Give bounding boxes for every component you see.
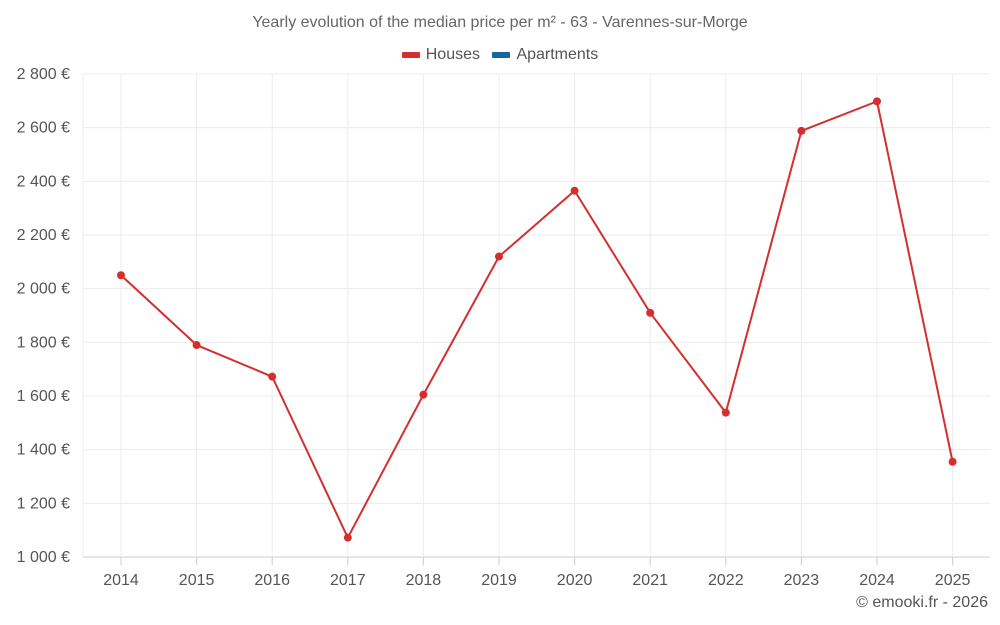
y-tick-label: 1 600 € <box>17 388 70 405</box>
data-point-houses-2014 <box>117 271 125 280</box>
y-tick-label: 1 200 € <box>17 495 70 512</box>
data-point-houses-2024 <box>873 97 881 106</box>
x-tick-label: 2014 <box>103 572 139 589</box>
chart-legend: Houses Apartments <box>0 45 1000 64</box>
data-point-houses-2023 <box>797 126 806 135</box>
legend-item-houses[interactable]: Houses <box>401 46 480 64</box>
y-tick-label: 1 400 € <box>17 442 70 459</box>
y-tick-label: 2 600 € <box>17 120 70 137</box>
x-tick-label: 2017 <box>330 572 366 589</box>
legend-item-apartments[interactable]: Apartments <box>492 46 598 64</box>
y-tick-label: 1 800 € <box>17 334 70 351</box>
data-point-houses-2025 <box>948 457 957 466</box>
legend-label-houses: Houses <box>425 46 480 63</box>
data-point-houses-2021 <box>646 308 655 317</box>
x-tick-label: 2022 <box>708 572 744 589</box>
x-tick-label: 2015 <box>179 572 215 589</box>
y-tick-label: 2 000 € <box>17 281 70 298</box>
legend-swatch-houses <box>401 52 420 58</box>
x-tick-label: 2019 <box>481 572 517 589</box>
x-tick-label: 2020 <box>557 572 593 589</box>
data-point-houses-2019 <box>495 252 503 261</box>
y-tick-label: 2 800 € <box>17 66 70 83</box>
series-line-houses <box>120 100 954 539</box>
x-tick-label: 2016 <box>254 572 290 589</box>
data-point-houses-2016 <box>268 372 277 381</box>
legend-label-apartments: Apartments <box>516 46 599 63</box>
x-tick-label: 2021 <box>632 572 668 589</box>
credit-text: © emooki.fr - 2026 <box>856 594 988 611</box>
x-tick-label: 2023 <box>784 572 820 589</box>
data-point-houses-2018 <box>419 390 428 399</box>
data-point-houses-2022 <box>721 408 730 417</box>
y-tick-label: 2 400 € <box>17 173 70 190</box>
y-tick-label: 2 200 € <box>17 227 70 244</box>
x-tick-label: 2018 <box>406 572 442 589</box>
chart-title: Yearly evolution of the median price per… <box>252 14 748 31</box>
data-point-houses-2015 <box>192 341 201 350</box>
x-tick-label: 2025 <box>935 572 971 589</box>
legend-swatch-apartments <box>492 52 511 58</box>
y-tick-label: 1 000 € <box>17 549 70 566</box>
x-tick-label: 2024 <box>859 572 895 589</box>
data-point-houses-2020 <box>570 186 579 195</box>
data-point-houses-2017 <box>343 533 352 542</box>
